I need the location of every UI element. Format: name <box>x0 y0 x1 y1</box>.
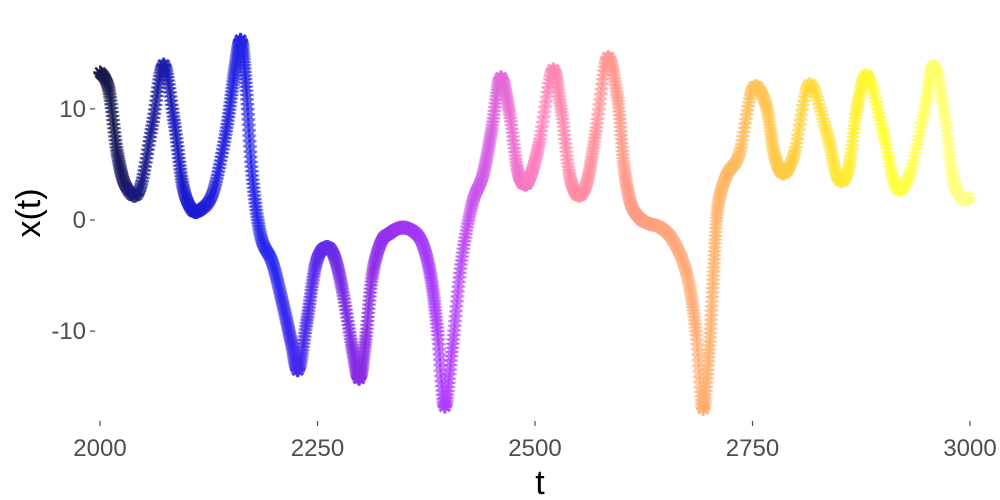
x-tick-label: 2000 <box>73 435 126 462</box>
x-axis-title: t <box>535 464 545 500</box>
x-axis-ticks: 2000 2250 2500 2750 3000 <box>73 421 997 462</box>
data-point-marker <box>963 190 977 205</box>
series-layer <box>93 32 977 417</box>
x-tick-label: 2500 <box>508 435 561 462</box>
x-tick-label: 2750 <box>726 435 779 462</box>
y-tick-label: -10 <box>51 318 86 345</box>
y-tick-label: 0 <box>73 207 86 234</box>
y-axis-title: x(t) <box>10 188 48 237</box>
x-tick-label: 2250 <box>291 435 344 462</box>
y-axis-ticks: -10 0 10 <box>51 96 95 345</box>
y-tick-label: 10 <box>59 96 86 123</box>
x-tick-label: 3000 <box>943 435 996 462</box>
